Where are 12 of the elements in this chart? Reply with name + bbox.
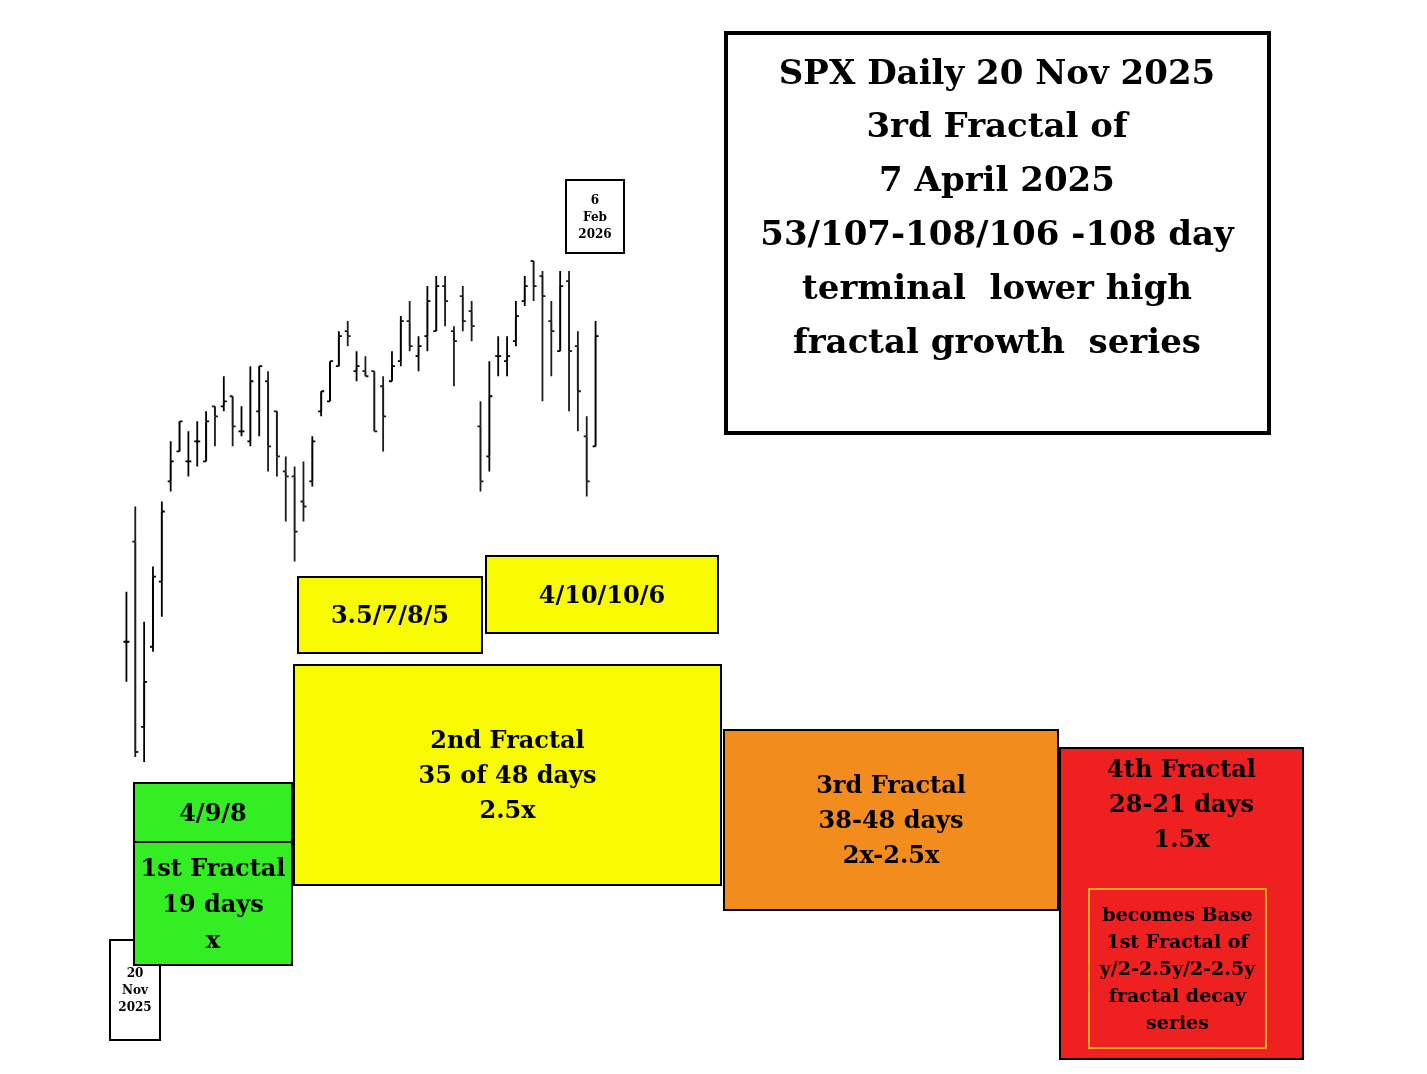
text-box: 4/9/8 — [133, 782, 293, 843]
annotation: 3.5/7/8/5 — [330, 600, 450, 630]
text-box: becomes Base 1st Fractal of y/2-2.5y/2-2.5y fractal decay series — [1088, 888, 1267, 1049]
text-box: 4/10/10/6 — [485, 555, 719, 634]
text-box: 6 Feb 2026 — [565, 179, 625, 254]
text-box: 1st Fractal 19 days x — [133, 841, 293, 966]
text-box: SPX Daily 20 Nov 2025 3rd Fractal of 7 April 2025 53/107-108/106 -108 day terminal lower high fractal growth series — [724, 31, 1271, 435]
text-box: 3.5/7/8/5 — [297, 576, 483, 654]
text-box: 2nd Fractal 35 of 48 days 2.5x — [293, 664, 722, 886]
annotation: 4/10/10/6 — [538, 579, 666, 609]
annotation: 2nd Fractal 35 of 48 days 2.5x — [418, 725, 597, 825]
text-box: 3rd Fractal 38-48 days 2x-2.5x — [723, 729, 1059, 911]
